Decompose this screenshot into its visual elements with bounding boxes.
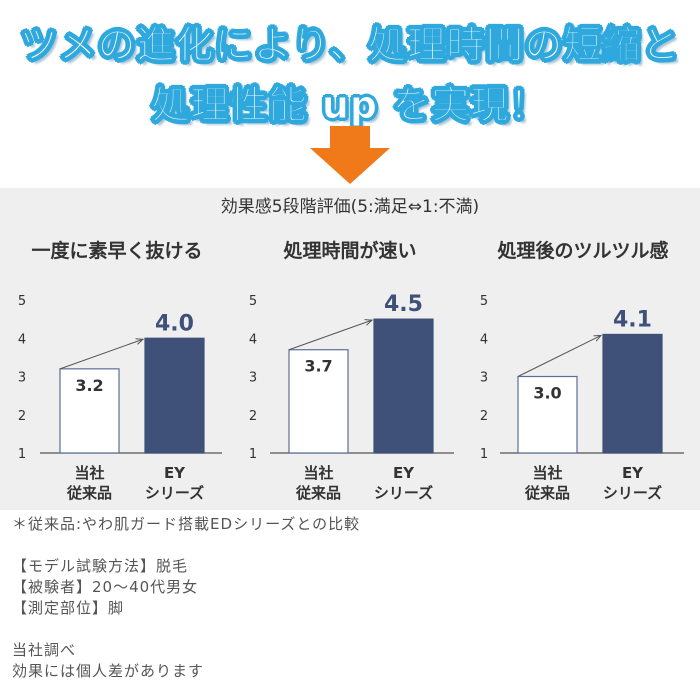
category-label: EY [164,464,186,482]
y-tick-label: 2 [480,409,488,424]
y-tick-label: 5 [480,294,488,309]
trend-arrow [288,320,372,351]
headline-line-2: 処理性能 up を実現！ [151,83,549,128]
category-label: EY [393,464,415,482]
panel-caption: 効果感5段階評価(5:満足⇔1:不満) [220,197,480,217]
chart-title-3: 処理後のツルツル感 [497,240,669,262]
y-tick-label: 4 [249,332,257,347]
category-label: シリーズ [145,484,204,502]
note-in-house-survey: 当社調べ [12,641,77,659]
category-label: 従来品 [66,484,112,502]
note-individual-differences: 効果には個人差があります [12,662,205,680]
category-label: 当社 [303,464,333,482]
note-blank [12,535,360,556]
bar-current-product [288,349,349,454]
y-tick-label: 5 [18,294,26,309]
y-tick-label: 4 [18,332,26,347]
bar-value-label: 4.0 [155,311,194,336]
note-blank-2 [12,619,360,640]
y-tick-label: 3 [249,371,257,386]
category-label: EY [622,464,644,482]
y-tick-label: 3 [480,371,488,386]
footnotes: ＊従来品:やわ肌ガード搭載EDシリーズとの比較 【モデル試験方法】脱毛 【被験者… [12,514,360,682]
note-test-method: 【モデル試験方法】脱毛 [12,557,189,575]
chart-title-2: 処理時間が速い [283,240,417,262]
down-arrow-icon [310,126,390,184]
y-tick-label: 3 [18,371,26,386]
category-label: 当社 [532,464,562,482]
note-comparison: ＊従来品:やわ肌ガード搭載EDシリーズとの比較 [12,515,361,533]
bar-ey-series [602,333,663,454]
bar-current-product [59,368,120,454]
y-tick-label: 4 [480,332,488,347]
y-tick-label: 1 [18,447,26,462]
y-tick-label: 5 [249,294,257,309]
category-label: 当社 [74,464,104,482]
trend-arrow [517,335,601,377]
category-label: シリーズ [603,484,662,502]
bar-value-label: 4.5 [384,292,423,317]
bar-current-product [517,375,578,454]
note-measurement-area: 【測定部位】脚 [12,599,125,617]
chart-title-1: 一度に素早く抜ける [31,240,203,262]
bar-value-label: 3.7 [304,357,332,376]
bar-ey-series [144,337,205,454]
y-tick-label: 2 [249,409,257,424]
bar-ey-series [373,318,434,454]
category-label: 従来品 [295,484,341,502]
note-subjects: 【被験者】20〜40代男女 [12,578,199,596]
y-tick-label: 2 [18,409,26,424]
y-tick-label: 1 [480,447,488,462]
bar-value-label: 3.2 [75,376,103,395]
y-tick-label: 1 [249,447,257,462]
category-label: シリーズ [374,484,433,502]
trend-arrow [59,339,143,370]
category-label: 従来品 [524,484,570,502]
bar-value-label: 4.1 [613,307,652,332]
headline-line-1: ツメの進化により、処理時間の短縮と [19,23,681,68]
bar-value-label: 3.0 [533,384,561,403]
